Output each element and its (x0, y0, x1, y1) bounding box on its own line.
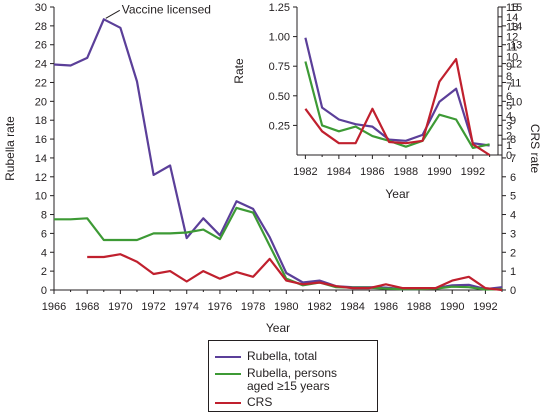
main-y-right-tick-label: 9 (510, 115, 516, 127)
main-y-left-tick-label: 8 (41, 210, 47, 222)
annotation-vaccine-licensed: Vaccine licensed (122, 2, 211, 16)
inset-y-right-tick-label: 13 (506, 22, 518, 34)
inset-y-left-tick-label: 0.75 (269, 61, 290, 73)
main-y-left-tick-label: 0 (41, 285, 47, 297)
inset-y-right-tick-label: 12 (506, 32, 518, 44)
inset-x-tick-label: 1990 (427, 166, 451, 178)
main-y-right-tick-label: 5 (510, 191, 516, 203)
inset-y-left-tick-label: 0.25 (269, 120, 290, 132)
main-x-tick-label: 1968 (75, 301, 99, 313)
main-x-tick-label: 1986 (374, 301, 398, 313)
inset-series-rubella-total-line (304, 37, 490, 147)
inset-y-right-tick-label: 4 (506, 111, 512, 123)
inset-y-left-tick-label: 0.50 (269, 91, 290, 103)
main-y-left-tick-label: 2 (41, 266, 47, 278)
main-x-tick-label: 1982 (307, 301, 331, 313)
inset-x-axis-title: Year (385, 187, 409, 201)
main-y-left-axis-title: Rubella rate (3, 116, 17, 181)
inset-y-right-tick-label: 8 (506, 71, 512, 83)
main-y-right-tick-label: 12 (510, 59, 522, 71)
main-y-left-tick-label: 16 (35, 134, 47, 146)
main-y-right-tick-label: 4 (510, 210, 516, 222)
inset-x-tick-label: 1986 (360, 166, 384, 178)
legend-swatch-crs (215, 402, 241, 404)
main-y-right-tick-label: 11 (510, 77, 521, 89)
main-x-tick-label: 1988 (407, 301, 431, 313)
main-x-axis-title: Year (266, 321, 290, 335)
legend-label-crs: CRS (247, 395, 273, 409)
main-y-right-tick-label: 14 (510, 21, 522, 33)
main-y-right-tick-label: 2 (510, 247, 516, 259)
main-x-tick-label: 1974 (174, 301, 198, 313)
main-series-crs-line (87, 253, 503, 292)
main-y-right-tick-label: 15 (510, 2, 522, 14)
main-y-right-tick-label: 8 (510, 134, 516, 146)
legend-label-rubella-adults: Rubella, persons aged ≥15 years (247, 366, 338, 393)
inset-y-right-tick-label: 0 (506, 150, 512, 162)
main-y-left-tick-label: 4 (41, 247, 47, 259)
main-series-rubella-adults-line (54, 206, 503, 291)
inset-y-left-tick-label: 1.00 (269, 32, 290, 44)
inset-y-right-tick-label: 1 (506, 140, 512, 152)
inset-y-right-tick-label: 6 (506, 91, 512, 103)
main-y-left-tick-label: 6 (41, 228, 47, 240)
main-y-right-tick-label: 7 (510, 153, 516, 165)
main-y-right-tick-label: 1 (510, 266, 516, 278)
main-y-right-axis-title: CRS rate (528, 124, 542, 174)
inset-background (297, 7, 498, 155)
main-y-right-tick-label: 3 (510, 228, 516, 240)
main-x-tick-label: 1966 (42, 301, 66, 313)
main-x-tick-label: 1972 (141, 301, 165, 313)
legend-swatch-rubella-total (215, 356, 241, 358)
main-y-left-tick-label: 30 (35, 2, 47, 14)
inset-y-left-tick-label: 1.25 (269, 2, 290, 14)
inset-y-right-tick-label: 3 (506, 120, 512, 132)
main-panel: 1966 1968 1970 1972 1974 1976 1978 1980 1982 1984… (3, 2, 542, 335)
main-x-tick-label: 1990 (440, 301, 464, 313)
main-x-tick-label: 1976 (208, 301, 232, 313)
main-y-left-tick-label: 10 (35, 191, 47, 203)
inset-x-tick-label: 1992 (461, 166, 485, 178)
inset-series-crs-line (304, 57, 491, 156)
legend: Rubella, total Rubella, persons aged ≥15… (208, 340, 378, 412)
inset-y-right-tick-label: 9 (506, 61, 512, 73)
main-y-left-tick-label: 14 (35, 153, 47, 165)
main-y-right-tick-label: 0 (510, 285, 516, 297)
inset-series-rubella-adults-line (304, 61, 490, 149)
annotation-pointer (105, 9, 121, 19)
legend-label-rubella-total: Rubella, total (247, 349, 318, 363)
inset-y-right-tick-label: 14 (506, 12, 518, 24)
main-y-left-tick-label: 24 (35, 59, 47, 71)
main-y-left-tick-label: 20 (35, 96, 47, 108)
main-y-right-tick-label: 13 (510, 40, 522, 52)
inset-x-tick-label: 1984 (327, 166, 351, 178)
inset-y-right-tick-label: 2 (506, 130, 512, 142)
inset-panel: 1982 1984 1986 1988 1990 19920.250.500.751.00… (232, 2, 518, 201)
inset-y-right-tick-label: 15 (506, 2, 518, 14)
main-x-tick-label: 1978 (241, 301, 265, 313)
main-x-tick-label: 1992 (473, 301, 497, 313)
main-y-left-tick-label: 22 (35, 77, 47, 89)
main-x-tick-label: 1980 (274, 301, 298, 313)
main-y-right-tick-label: 6 (510, 172, 516, 184)
main-y-left-tick-label: 28 (35, 21, 47, 33)
main-y-right-tick-label: 10 (510, 96, 522, 108)
inset-y-right-tick-label: 7 (506, 81, 512, 93)
inset-x-tick-label: 1982 (293, 166, 317, 178)
legend-swatch-rubella-adults (215, 373, 241, 375)
main-y-left-tick-label: 26 (35, 40, 47, 52)
inset-x-tick-label: 1988 (394, 166, 418, 178)
main-y-left-tick-label: 18 (35, 115, 47, 127)
main-y-left-tick-label: 12 (35, 172, 47, 184)
inset-y-left-axis-title: Rate (232, 58, 246, 84)
inset-y-right-tick-label: 5 (506, 101, 512, 113)
main-x-tick-label: 1984 (340, 301, 364, 313)
inset-y-right-tick-label: 10 (506, 51, 518, 63)
main-x-tick-label: 1970 (108, 301, 132, 313)
inset-y-right-tick-label: 11 (506, 41, 517, 53)
